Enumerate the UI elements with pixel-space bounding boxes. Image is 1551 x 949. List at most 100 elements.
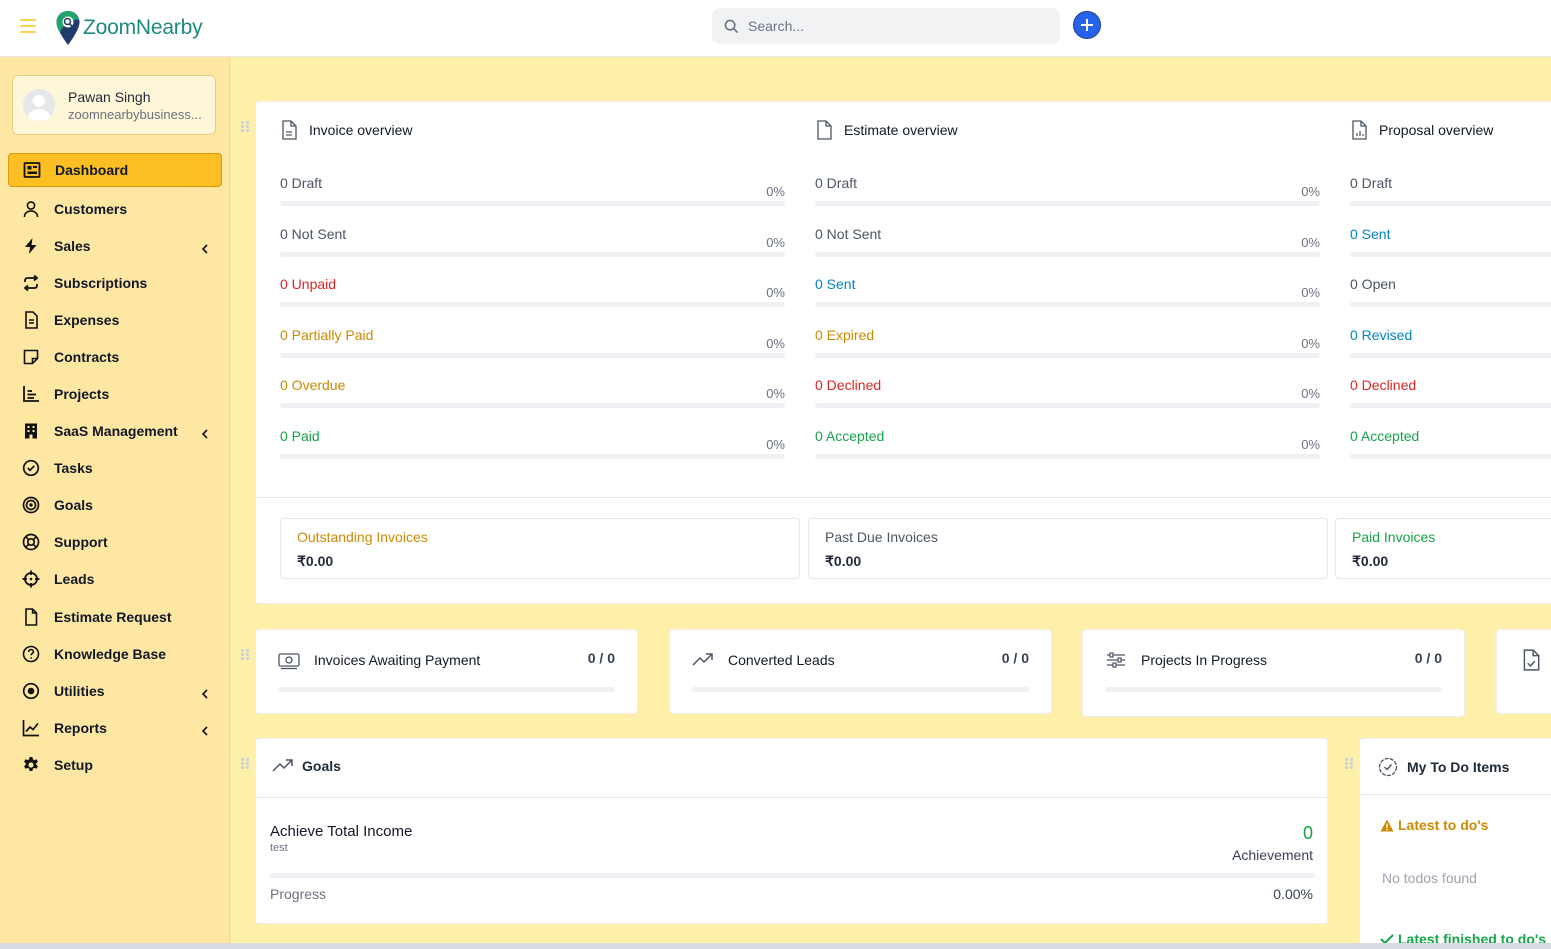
chevron-left-icon[interactable] <box>200 241 210 254</box>
sidebar-item-knowledge-base[interactable]: Knowledge Base <box>8 635 222 672</box>
building-icon <box>22 422 40 440</box>
search-input[interactable] <box>748 18 1038 34</box>
sidebar-item-leads[interactable]: Leads <box>8 561 222 598</box>
status-progress-bar <box>280 201 785 206</box>
proposal-status-row[interactable]: 0 Draft <box>1350 175 1551 219</box>
latest-todos-label: Latest to do's <box>1398 817 1489 833</box>
chevron-left-icon[interactable] <box>200 723 210 736</box>
sidebar-item-projects[interactable]: Projects <box>8 375 222 412</box>
goal-progress-value: 0.00% <box>1273 886 1313 902</box>
status-label[interactable]: 0 Open <box>1350 276 1396 292</box>
status-label[interactable]: 0 Expired <box>815 327 875 343</box>
drag-handle-icon[interactable] <box>241 121 249 133</box>
status-label[interactable]: 0 Not Sent <box>280 226 347 242</box>
status-label[interactable]: 0 Accepted <box>815 428 885 444</box>
invoice-status-row[interactable]: 0 Unpaid 0% <box>280 276 785 320</box>
goal-progress-label: Progress <box>270 886 327 902</box>
stat-title: Converted Leads <box>728 652 835 668</box>
sidebar-item-label: Subscriptions <box>54 274 148 291</box>
status-percent: 0% <box>766 285 785 300</box>
status-label[interactable]: 0 Draft <box>1350 175 1393 191</box>
bottom-scrollbar[interactable] <box>0 943 1551 949</box>
invoices-awaiting-payment-card[interactable]: Invoices Awaiting Payment 0 / 0 <box>255 629 638 714</box>
stat-progress-bar <box>1105 687 1442 692</box>
past-due-invoices-box[interactable]: Past Due Invoices ₹0.00 <box>808 518 1328 579</box>
drag-handle-icon[interactable] <box>241 649 249 661</box>
sidebar-item-setup[interactable]: Setup <box>8 746 222 783</box>
stat-progress-bar <box>278 687 615 692</box>
sidebar-item-dashboard[interactable]: Dashboard <box>8 153 222 187</box>
status-percent: 0% <box>1301 235 1320 250</box>
status-label[interactable]: 0 Declined <box>1350 377 1417 393</box>
chart-bars-icon <box>22 385 40 403</box>
outstanding-invoices-box[interactable]: Outstanding Invoices ₹0.00 <box>280 518 800 579</box>
status-percent: 0% <box>766 386 785 401</box>
status-label[interactable]: 0 Sent <box>815 276 856 292</box>
sidebar-item-tasks[interactable]: Tasks <box>8 450 222 487</box>
status-label[interactable]: 0 Partially Paid <box>280 327 374 343</box>
status-label[interactable]: 0 Draft <box>280 175 323 191</box>
status-label[interactable]: 0 Not Sent <box>815 226 882 242</box>
status-label[interactable]: 0 Overdue <box>280 377 346 393</box>
estimate-status-row[interactable]: 0 Expired 0% <box>815 327 1320 371</box>
drag-handle-icon[interactable] <box>241 758 249 770</box>
proposal-status-row[interactable]: 0 Open <box>1350 276 1551 320</box>
projects-in-progress-card[interactable]: Projects In Progress 0 / 0 <box>1082 629 1465 717</box>
chevron-left-icon[interactable] <box>200 686 210 699</box>
status-label[interactable]: 0 Unpaid <box>280 276 337 292</box>
sidebar: Pawan Singh zoomnearbybusiness... Dashbo… <box>0 57 230 949</box>
chevron-left-icon[interactable] <box>200 426 210 439</box>
invoice-status-row[interactable]: 0 Overdue 0% <box>280 377 785 421</box>
estimate-status-row[interactable]: 0 Sent 0% <box>815 276 1320 320</box>
estimate-status-row[interactable]: 0 Draft 0% <box>815 175 1320 219</box>
sidebar-item-subscriptions[interactable]: Subscriptions <box>8 264 222 301</box>
paid-invoices-box[interactable]: Paid Invoices ₹0.00 <box>1335 518 1551 579</box>
plus-icon <box>1081 19 1093 31</box>
invoice-status-row[interactable]: 0 Partially Paid 0% <box>280 327 785 371</box>
sidebar-item-reports[interactable]: Reports <box>8 709 222 746</box>
estimate-status-row[interactable]: 0 Declined 0% <box>815 377 1320 421</box>
main-content: Invoice overview 0 Draft 0% 0 Not Sent 0% 0 … <box>230 57 1551 943</box>
profile-card[interactable]: Pawan Singh zoomnearbybusiness... <box>12 75 216 135</box>
sidebar-item-support[interactable]: Support <box>8 524 222 561</box>
drag-handle-icon[interactable] <box>1345 758 1353 770</box>
status-progress-bar <box>1350 353 1551 358</box>
invoice-status-row[interactable]: 0 Paid 0% <box>280 428 785 472</box>
sidebar-item-expenses[interactable]: Expenses <box>8 301 222 338</box>
sidebar-item-saas-management[interactable]: SaaS Management <box>8 413 222 450</box>
proposal-status-row[interactable]: 0 Accepted <box>1350 428 1551 472</box>
status-label[interactable]: 0 Accepted <box>1350 428 1420 444</box>
file-check-icon <box>1523 649 1540 671</box>
proposal-status-row[interactable]: 0 Sent <box>1350 226 1551 270</box>
sidebar-item-estimate-request[interactable]: Estimate Request <box>8 598 222 635</box>
quick-create-button[interactable] <box>1073 11 1101 39</box>
status-progress-bar <box>815 302 1320 307</box>
estimate-status-row[interactable]: 0 Accepted 0% <box>815 428 1320 472</box>
stat-card-partial[interactable] <box>1496 629 1551 714</box>
sidebar-item-utilities[interactable]: Utilities <box>8 672 222 709</box>
status-label[interactable]: 0 Sent <box>1350 226 1391 242</box>
invoice-status-row[interactable]: 0 Draft 0% <box>280 175 785 219</box>
sidebar-item-label: Goals <box>54 497 93 514</box>
sidebar-item-sales[interactable]: Sales <box>8 227 222 264</box>
invoice-status-row[interactable]: 0 Not Sent 0% <box>280 226 785 270</box>
sidebar-item-label: Setup <box>54 756 93 773</box>
status-label[interactable]: 0 Paid <box>280 428 320 444</box>
summary-value: ₹0.00 <box>825 553 862 569</box>
status-label[interactable]: 0 Revised <box>1350 327 1413 343</box>
status-progress-bar <box>815 454 1320 459</box>
estimate-status-row[interactable]: 0 Not Sent 0% <box>815 226 1320 270</box>
sidebar-item-contracts[interactable]: Contracts <box>8 338 222 375</box>
sidebar-item-customers[interactable]: Customers <box>8 190 222 227</box>
hamburger-menu-icon[interactable] <box>20 19 36 33</box>
status-label[interactable]: 0 Declined <box>815 377 882 393</box>
converted-leads-card[interactable]: Converted Leads 0 / 0 <box>669 629 1052 714</box>
stat-title: Projects In Progress <box>1141 652 1268 668</box>
logo[interactable]: ZoomNearby <box>55 10 203 46</box>
proposal-status-row[interactable]: 0 Revised <box>1350 327 1551 371</box>
status-label[interactable]: 0 Draft <box>815 175 858 191</box>
status-percent: 0% <box>1301 285 1320 300</box>
sidebar-item-label: Sales <box>54 237 91 254</box>
proposal-status-row[interactable]: 0 Declined <box>1350 377 1551 421</box>
sidebar-item-goals[interactable]: Goals <box>8 487 222 524</box>
